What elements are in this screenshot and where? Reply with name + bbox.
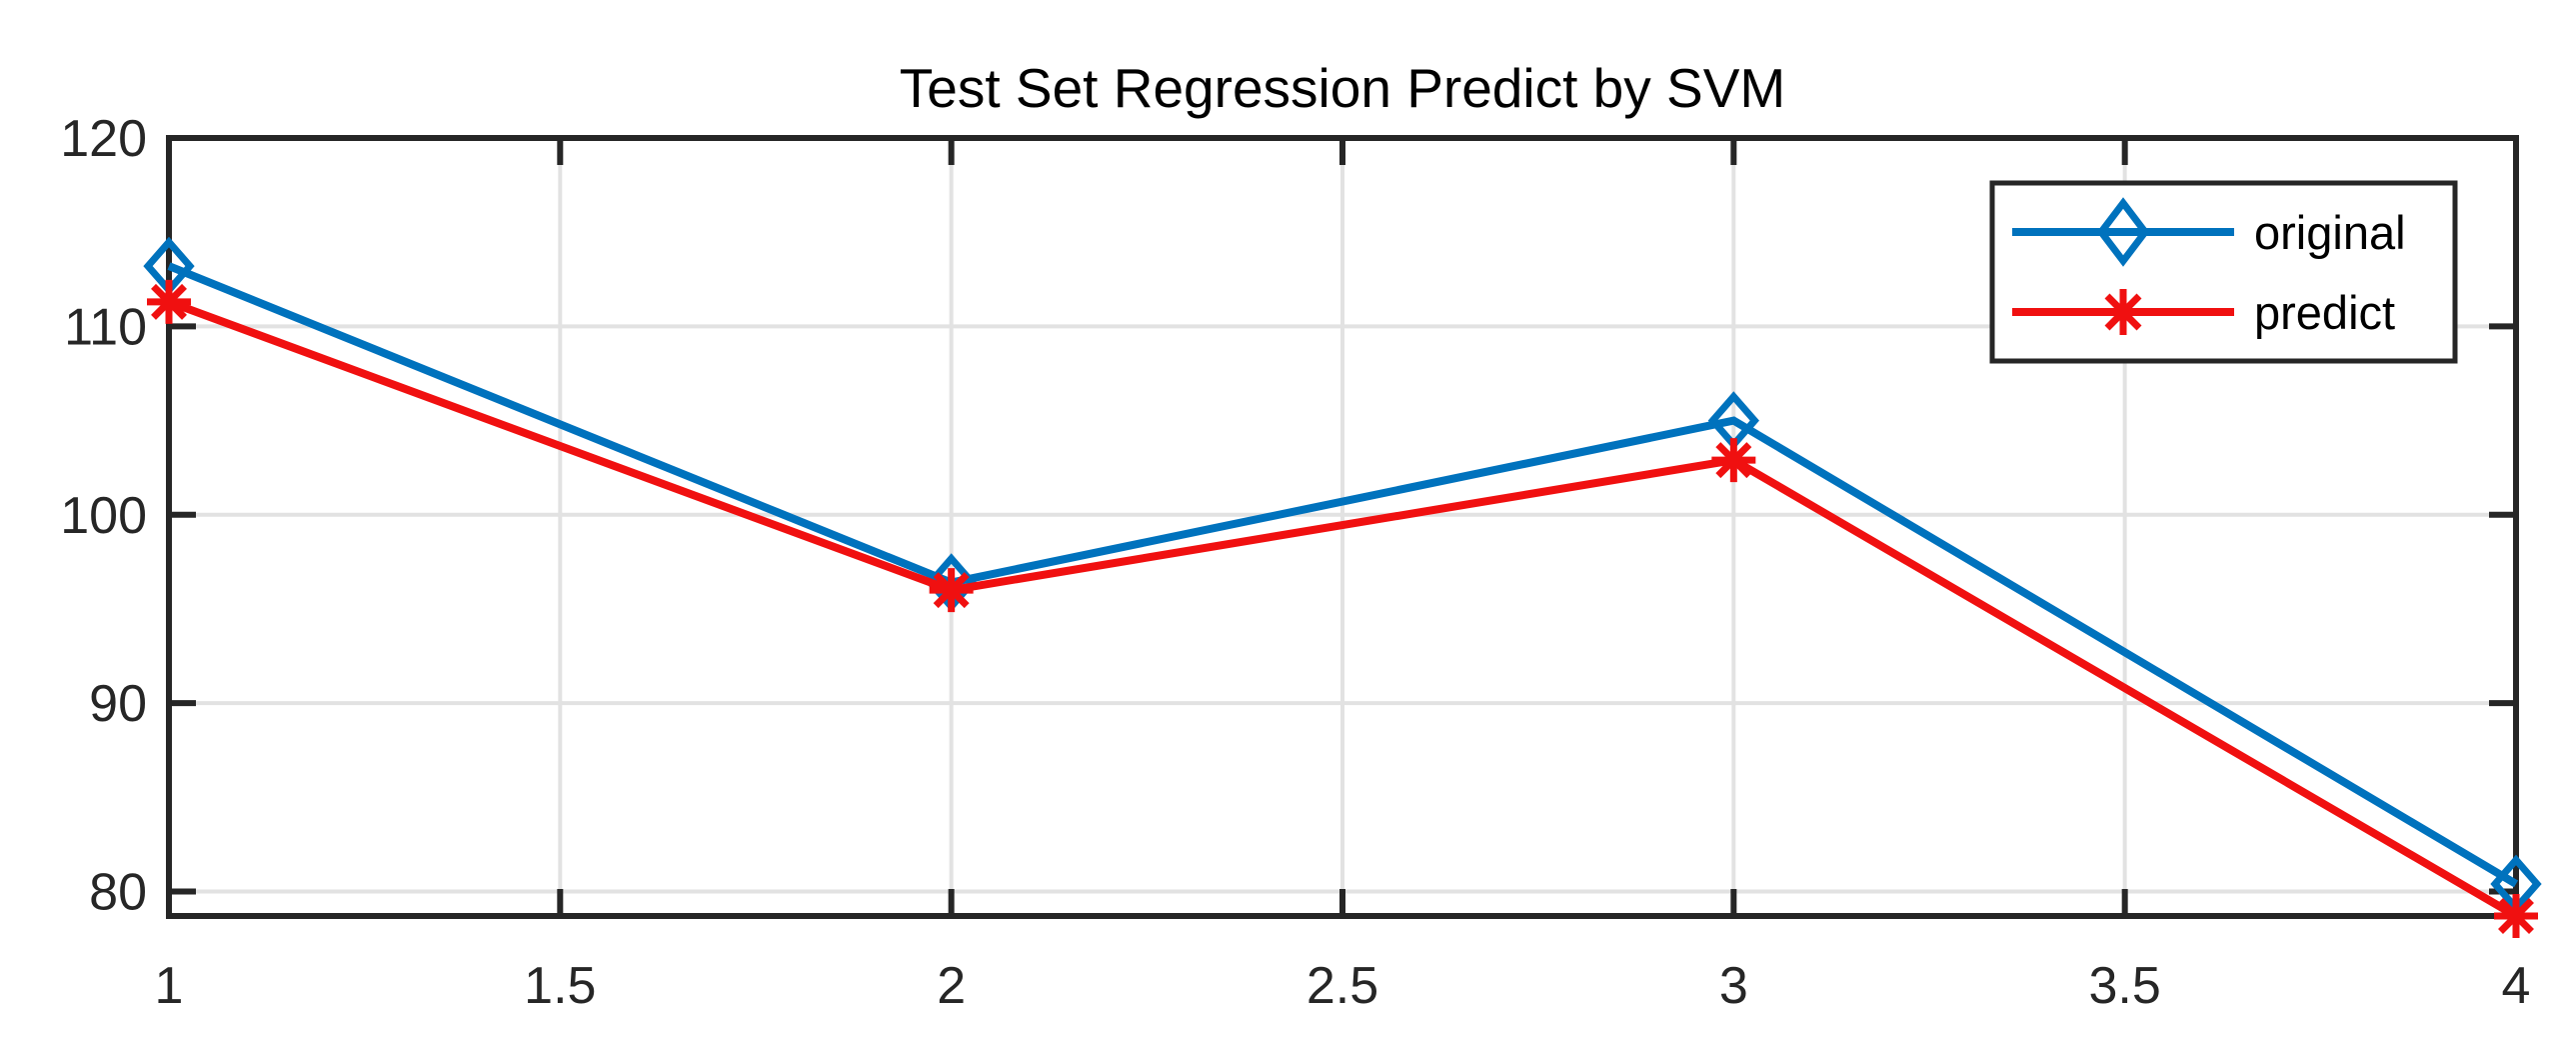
legend-box [1989,180,2458,364]
marker-asterisk-predict [1711,438,1756,483]
x-tick-label: 4 [2502,957,2531,1015]
legend-marker-asterisk [2100,289,2146,335]
x-tick-label: 3 [1719,957,1748,1015]
x-tick-label: 3.5 [2089,957,2161,1015]
y-tick-label: 90 [89,675,147,733]
legend-marker-diamond [2096,197,2150,267]
y-tick-label: 100 [60,487,147,545]
legend-label: predict [2254,286,2395,339]
y-tick-label: 80 [89,864,147,922]
x-tick-label: 1 [155,957,184,1015]
marker-asterisk-predict-arm [151,283,187,320]
marker-asterisk-predict [929,568,974,613]
legend: original predict [1989,180,2458,364]
legend-marker-asterisk-arm [2104,293,2142,331]
legend-label: original [2254,206,2406,259]
marker-asterisk-predict-arm [1715,442,1752,479]
series-layer [143,236,2542,938]
series-line-predict [167,298,2519,920]
y-tick-label: 120 [60,110,147,168]
marker-asterisk-predict [2494,894,2538,938]
x-tick-label: 2.5 [1306,957,1378,1015]
axis-layer: 1 1.5 2 2.5 3 3.5 4 80 90 100 110 120 [60,110,2530,1015]
chart-title: Test Set Regression Predict by SVM [900,57,1785,119]
x-tick-label: 1.5 [524,957,596,1015]
series-line-original [167,262,2519,888]
x-tick-label: 2 [937,957,966,1015]
y-tick-label: 110 [64,298,147,356]
marker-asterisk-predict [147,279,191,324]
marker-asterisk-predict-arm [2498,898,2534,934]
marker-asterisk-predict-arm [933,572,970,609]
